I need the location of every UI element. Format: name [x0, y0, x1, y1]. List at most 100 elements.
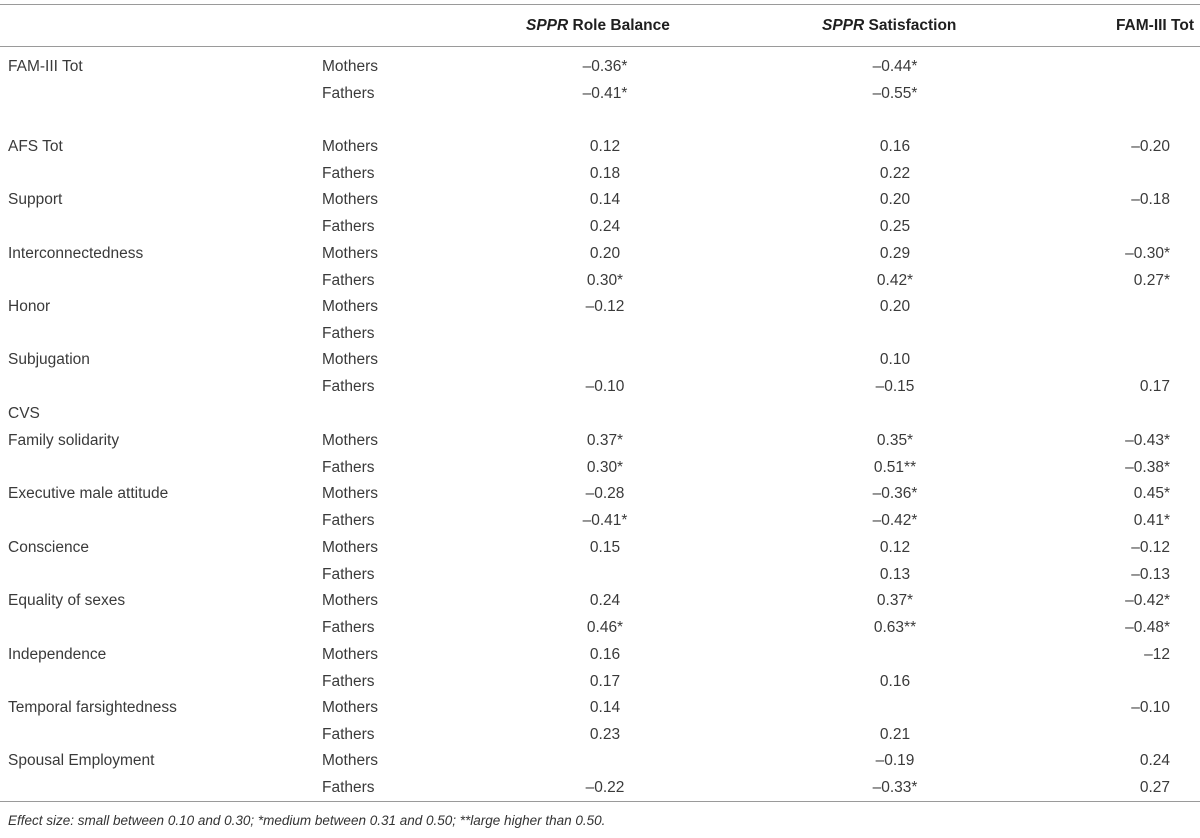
cell-group: Fathers — [322, 512, 375, 529]
table-row: Fathers –0.10 –0.15 0.17 — [0, 377, 1200, 403]
cell-group: Mothers — [322, 298, 378, 315]
cell-c2: 0.16 — [879, 673, 911, 690]
cell-c2: 0.16 — [879, 138, 911, 155]
cell-c3: –0.43* — [1125, 432, 1170, 449]
cell-group: Mothers — [322, 646, 378, 663]
cell-group: Mothers — [322, 752, 378, 769]
cell-label: Temporal farsightedness — [8, 699, 177, 716]
cell-c1: –0.10 — [585, 378, 625, 395]
cell-c2: –0.36* — [872, 485, 918, 502]
header-role-balance-italic: SPPR — [526, 17, 569, 34]
cell-c2: 0.21 — [879, 726, 911, 743]
cell-label: Subjugation — [8, 351, 90, 368]
cell-c1: 0.17 — [589, 673, 621, 690]
cell-group: Mothers — [322, 58, 378, 75]
cell-c3: –0.18 — [1131, 191, 1170, 208]
header-role-balance: SPPR Role Balance — [526, 17, 670, 35]
cell-group: Fathers — [322, 726, 375, 743]
cell-c1: 0.24 — [589, 218, 621, 235]
cell-group: Mothers — [322, 592, 378, 609]
table-row: Fathers 0.23 0.21 — [0, 725, 1200, 751]
cell-c1: 0.16 — [589, 646, 621, 663]
cell-c2: 0.42* — [876, 272, 914, 289]
cell-c3: –0.20 — [1131, 138, 1170, 155]
cell-label: Family solidarity — [8, 432, 120, 449]
cell-label: Spousal Employment — [8, 752, 155, 769]
cell-group: Fathers — [322, 378, 375, 395]
cell-c2: 0.25 — [879, 218, 911, 235]
cell-c1: 0.30* — [586, 272, 624, 289]
table-row: Conscience Mothers 0.15 0.12 –0.12 — [0, 538, 1200, 564]
cell-c2: –0.42* — [872, 512, 918, 529]
cell-label: FAM-III Tot — [8, 58, 83, 75]
cell-c1: 0.46* — [586, 619, 624, 636]
cell-c2: –0.55* — [872, 85, 918, 102]
cell-c1: –0.12 — [585, 298, 625, 315]
table-row: Honor Mothers –0.12 0.20 — [0, 297, 1200, 323]
table-row: Subjugation Mothers 0.10 — [0, 350, 1200, 376]
cell-label: AFS Tot — [8, 138, 63, 155]
cell-c3: –12 — [1144, 646, 1170, 663]
cell-label: Honor — [8, 298, 51, 315]
cell-c1: 0.24 — [589, 592, 621, 609]
cell-group: Mothers — [322, 485, 378, 502]
table-row: FAM-III Tot Mothers –0.36* –0.44* — [0, 57, 1200, 83]
table-row: Fathers 0.46* 0.63** –0.48* — [0, 618, 1200, 644]
cell-c3: –0.42* — [1125, 592, 1170, 609]
top-rule — [0, 4, 1200, 5]
header-fam-iii-tot: FAM-III Tot — [1115, 17, 1194, 34]
cell-label: Conscience — [8, 539, 89, 556]
cell-c2: 0.37* — [876, 592, 914, 609]
cell-c2: 0.51** — [873, 459, 917, 476]
cell-c1: 0.23 — [589, 726, 621, 743]
cell-c3: 0.24 — [1139, 752, 1170, 769]
table-row: AFS Tot Mothers 0.12 0.16 –0.20 — [0, 137, 1200, 163]
header-rule — [0, 46, 1200, 47]
cell-group: Mothers — [322, 539, 378, 556]
cell-c3: –0.30* — [1125, 245, 1170, 262]
table-footnote: Effect size: small between 0.10 and 0.30… — [8, 813, 606, 828]
cell-group: Mothers — [322, 245, 378, 262]
cell-group: Fathers — [322, 566, 375, 583]
cell-c3: –0.13 — [1131, 566, 1170, 583]
cell-group: Mothers — [322, 191, 378, 208]
cell-c2: –0.33* — [872, 779, 918, 796]
cell-label: Executive male attitude — [8, 485, 169, 502]
bottom-rule — [0, 801, 1200, 802]
table-row: Fathers 0.13 –0.13 — [0, 565, 1200, 591]
cell-c2: 0.20 — [879, 298, 911, 315]
cell-c1: 0.15 — [589, 539, 621, 556]
cell-group: Fathers — [322, 218, 375, 235]
table-row: Fathers 0.30* 0.51** –0.38* — [0, 458, 1200, 484]
cell-group: Fathers — [322, 459, 375, 476]
cell-c1: 0.37* — [586, 432, 624, 449]
cell-c2: –0.15 — [875, 378, 915, 395]
header-satisfaction: SPPR Satisfaction — [822, 17, 956, 35]
cell-c2: 0.29 — [879, 245, 911, 262]
cell-c1: 0.20 — [589, 245, 621, 262]
cell-c1: –0.28 — [585, 485, 625, 502]
cell-c1: 0.30* — [586, 459, 624, 476]
table-row: Fathers 0.24 0.25 — [0, 217, 1200, 243]
table-row: CVS — [0, 404, 1200, 430]
cell-c2: 0.35* — [876, 432, 914, 449]
table-row: Executive male attitude Mothers –0.28 –0.36… — [0, 484, 1200, 510]
cell-label: Support — [8, 191, 63, 208]
cell-c2: 0.12 — [879, 539, 911, 556]
cell-c1: –0.41* — [582, 85, 628, 102]
cell-c2: 0.63** — [873, 619, 917, 636]
table-row: Fathers 0.30* 0.42* 0.27* — [0, 271, 1200, 297]
table-row: Family solidarity Mothers 0.37* 0.35* –0.43* — [0, 431, 1200, 457]
cell-group: Fathers — [322, 85, 375, 102]
cell-c1: 0.18 — [589, 165, 621, 182]
table-row: Support Mothers 0.14 0.20 –0.18 — [0, 190, 1200, 216]
cell-group: Fathers — [322, 779, 375, 796]
cell-c3: –0.48* — [1125, 619, 1170, 636]
cell-group: Fathers — [322, 619, 375, 636]
table-row: Fathers 0.18 0.22 — [0, 164, 1200, 190]
cell-group: Fathers — [322, 673, 375, 690]
cell-c3: –0.12 — [1131, 539, 1170, 556]
cell-c3: –0.10 — [1131, 699, 1170, 716]
cell-label: Interconnectedness — [8, 245, 144, 262]
cell-c3: 0.41* — [1133, 512, 1170, 529]
